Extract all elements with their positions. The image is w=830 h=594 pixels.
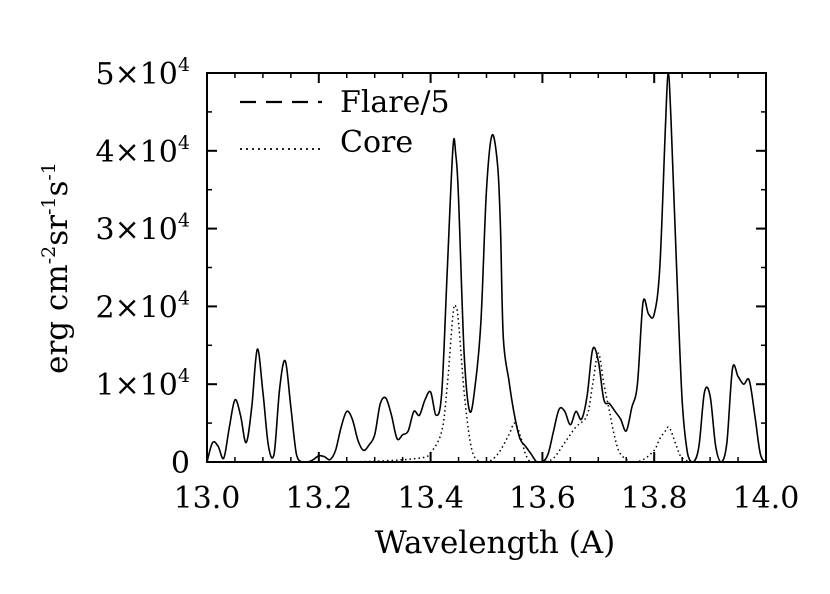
y-tick-mantissa: 3×10 — [96, 213, 178, 248]
x-tick-label: 14.0 — [733, 481, 800, 516]
y-axis-title-exp1: -2 — [38, 246, 60, 265]
x-tick-label: 13.8 — [621, 481, 688, 516]
y-tick-mantissa: 0 — [171, 446, 190, 481]
y-tick-label: 2×104 — [96, 287, 191, 325]
x-axis-title: Wavelength (A) — [375, 525, 615, 561]
y-tick-label: 4×104 — [96, 132, 191, 170]
series-layer — [206, 72, 767, 463]
x-tick-label: 13.6 — [509, 481, 576, 516]
legend-label-flare: Flare/5 — [340, 85, 450, 120]
y-tick-exponent: 4 — [178, 365, 190, 387]
y-tick-label: 1×104 — [96, 365, 191, 403]
y-tick-mantissa: 5×10 — [96, 57, 178, 92]
legend-label-core: Core — [340, 125, 413, 160]
y-axis-title-mid: sr — [39, 215, 75, 246]
y-tick-mantissa: 1×10 — [96, 368, 178, 403]
y-tick-exponent: 4 — [178, 54, 190, 76]
x-axis-ticks: 13.0 13.2 13.4 13.6 13.8 14.0 — [174, 73, 800, 516]
x-tick-label: 13.2 — [285, 481, 352, 516]
y-axis-title-exp2: -1 — [38, 197, 60, 216]
y-tick-label: 5×104 — [96, 54, 191, 92]
y-axis-title: erg cm-2sr-1s-1 — [38, 162, 75, 374]
y-axis-title-exp3: -1 — [38, 162, 60, 181]
series-core-line — [207, 304, 766, 463]
legend: Flare/5 Core — [240, 85, 450, 160]
x-tick-label: 13.0 — [174, 481, 241, 516]
y-tick-label: 3×104 — [96, 210, 191, 248]
y-tick-exponent: 4 — [178, 210, 190, 232]
y-tick-mantissa: 4×10 — [96, 135, 178, 170]
y-tick-exponent: 4 — [178, 287, 190, 309]
y-tick-mantissa: 2×10 — [96, 290, 178, 325]
y-tick-exponent: 4 — [178, 132, 190, 154]
y-axis-title-end: s — [39, 181, 75, 197]
x-tick-label: 13.4 — [397, 481, 464, 516]
series-flare-line — [206, 72, 767, 463]
y-axis-title-base: erg cm — [39, 264, 75, 374]
y-tick-label: 0 — [171, 446, 190, 481]
